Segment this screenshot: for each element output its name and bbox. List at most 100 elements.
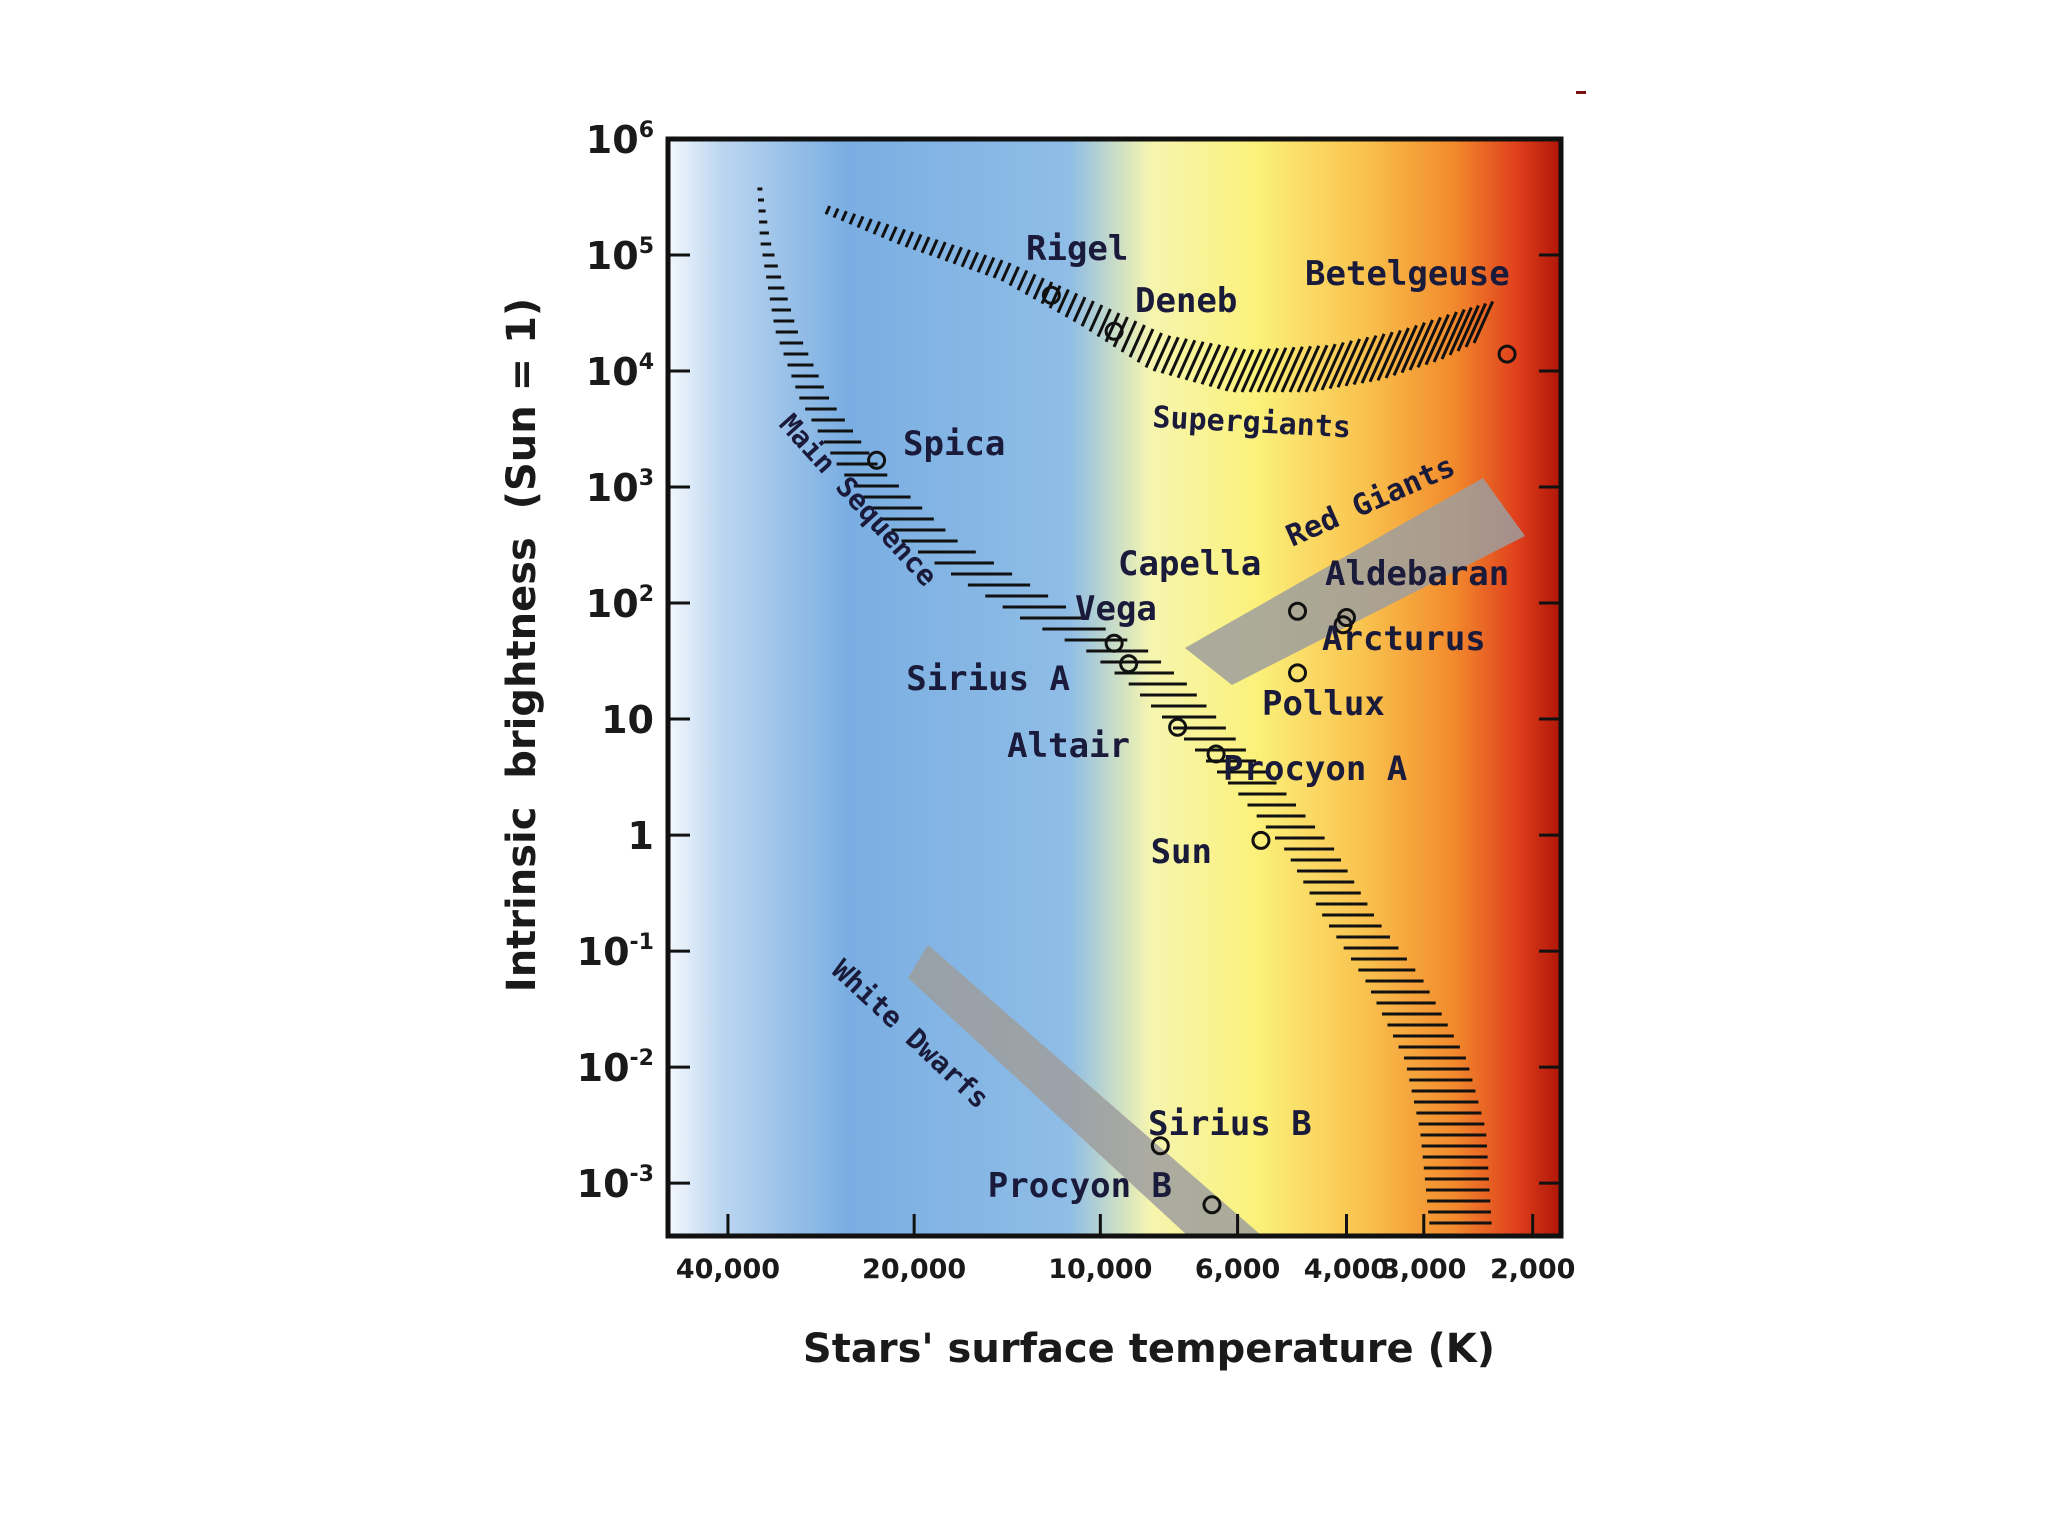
supergiant-hatch [1360,333,1386,384]
supergiant-hatch [1024,273,1037,296]
supergiant-hatch [1176,339,1197,379]
supergiant-hatch [1032,277,1045,300]
star-label-sun: Sun [1151,832,1212,872]
supergiant-hatch [1320,341,1345,391]
star-marker-sirius-b [1150,1136,1170,1156]
supergiant-hatch [848,213,857,225]
supergiant-hatch [1424,314,1450,366]
supergiant-hatch [1408,319,1434,371]
star-marker-deneb [1104,321,1124,341]
supergiant-hatch [1096,308,1112,338]
supergiant-hatch [1376,329,1402,381]
supergiant-hatch [1272,346,1296,393]
x-tick-label: 3,000 [1381,1254,1466,1285]
white-dwarfs-band [908,945,1262,1236]
y-tick-label: 103 [586,466,654,510]
supergiant-hatch [1336,338,1362,388]
supergiant-hatch [1192,342,1213,383]
supergiant-hatch [920,236,931,254]
supergiant-hatch [840,210,848,222]
plot-frame [665,136,1564,1239]
supergiant-hatch [904,231,915,248]
supergiant-hatch [1152,335,1172,372]
supergiant-hatch [872,220,882,235]
supergiant-hatch [1432,311,1458,363]
supergiant-hatch [944,244,955,262]
star-marker-sun [1251,830,1271,850]
supergiant-hatch [1328,340,1353,390]
y-tick-label: 106 [586,118,654,162]
y-tick-label: 10-3 [577,1162,654,1206]
supergiant-hatch [1344,336,1370,387]
x-tick-label: 20,000 [862,1254,966,1285]
x-tick-label: 2,000 [1490,1254,1575,1285]
x-axis-title: Stars' surface temperature (K) [803,1326,1495,1372]
supergiant-hatch [984,256,996,276]
supergiant-hatch [1208,345,1230,388]
supergiant-hatch [1056,288,1070,314]
star-label-procyon-b: Procyon B [988,1166,1172,1206]
supergiant-hatch [1144,332,1163,369]
supergiant-hatch [1232,349,1255,393]
supergiant-hatch [1400,322,1426,374]
supergiant-hatch [888,226,898,242]
supergiant-hatch [1464,302,1487,348]
y-tick-label: 10-1 [577,930,654,974]
x-tick-label: 6,000 [1195,1254,1280,1285]
supergiant-hatch [864,218,873,232]
star-label-rigel: Rigel [1026,229,1128,269]
supergiant-hatch [912,233,923,251]
y-tick-label: 104 [586,350,654,394]
supergiant-hatch [1248,348,1271,393]
star-marker-betelgeuse [1497,344,1517,364]
star-marker-procyon-b [1202,1195,1222,1215]
supergiant-hatch [1000,262,1012,282]
supergiant-hatch [1384,327,1410,379]
star-marker-arcturus [1333,615,1353,635]
supergiant-hatch [1296,345,1321,393]
supergiant-hatch [960,249,971,268]
supergiant-hatch [1280,346,1304,393]
star-label-sirius-b: Sirius B [1148,1104,1312,1144]
supergiant-hatch [1136,328,1155,363]
star-label-deneb: Deneb [1135,281,1237,321]
supergiant-hatch [1168,338,1188,377]
supergiant-hatch [832,207,840,219]
supergiant-hatch [1160,336,1180,374]
supergiant-hatch [880,223,890,239]
supergiant-hatch [1224,348,1247,392]
supergiant-hatch [1216,347,1238,390]
supergiant-hatch [1368,331,1394,383]
main-sequence-band [757,187,1492,1225]
supergiant-hatch [856,215,865,229]
star-label-sirius-a: Sirius A [906,659,1070,699]
x-tick-label: 40,000 [676,1254,780,1285]
y-tick-label: 102 [586,582,654,626]
supergiant-hatch [952,246,963,265]
supergiant-hatch [1016,269,1029,291]
supergiant-hatch [1392,324,1418,376]
supergiant-hatch [1240,348,1263,393]
y-tick-label: 10-2 [577,1046,654,1090]
supergiant-hatch [1472,300,1495,344]
supergiants-band [824,205,1495,393]
supergiant-hatch [1416,316,1442,368]
star-marker-pollux [1288,663,1308,683]
star-marker-procyon-a [1206,744,1226,764]
supergiant-hatch [1256,347,1280,393]
supergiant-hatch [1200,344,1222,385]
supergiant-hatch [992,259,1004,279]
supergiant-hatch [1072,296,1087,323]
supergiant-hatch [1288,345,1312,393]
supergiant-hatch [1456,304,1480,352]
supergiant-hatch [1080,300,1095,327]
star-label-spica: Spica [903,424,1005,464]
y-tick-label: 1 [628,814,654,858]
supergiant-hatch [1120,320,1138,353]
supergiant-hatch [1304,344,1329,393]
supergiant-hatch [1088,304,1104,333]
supergiant-hatch [1184,341,1205,381]
star-label-capella: Capella [1118,544,1261,584]
star-label-betelgeuse: Betelgeuse [1305,254,1510,294]
